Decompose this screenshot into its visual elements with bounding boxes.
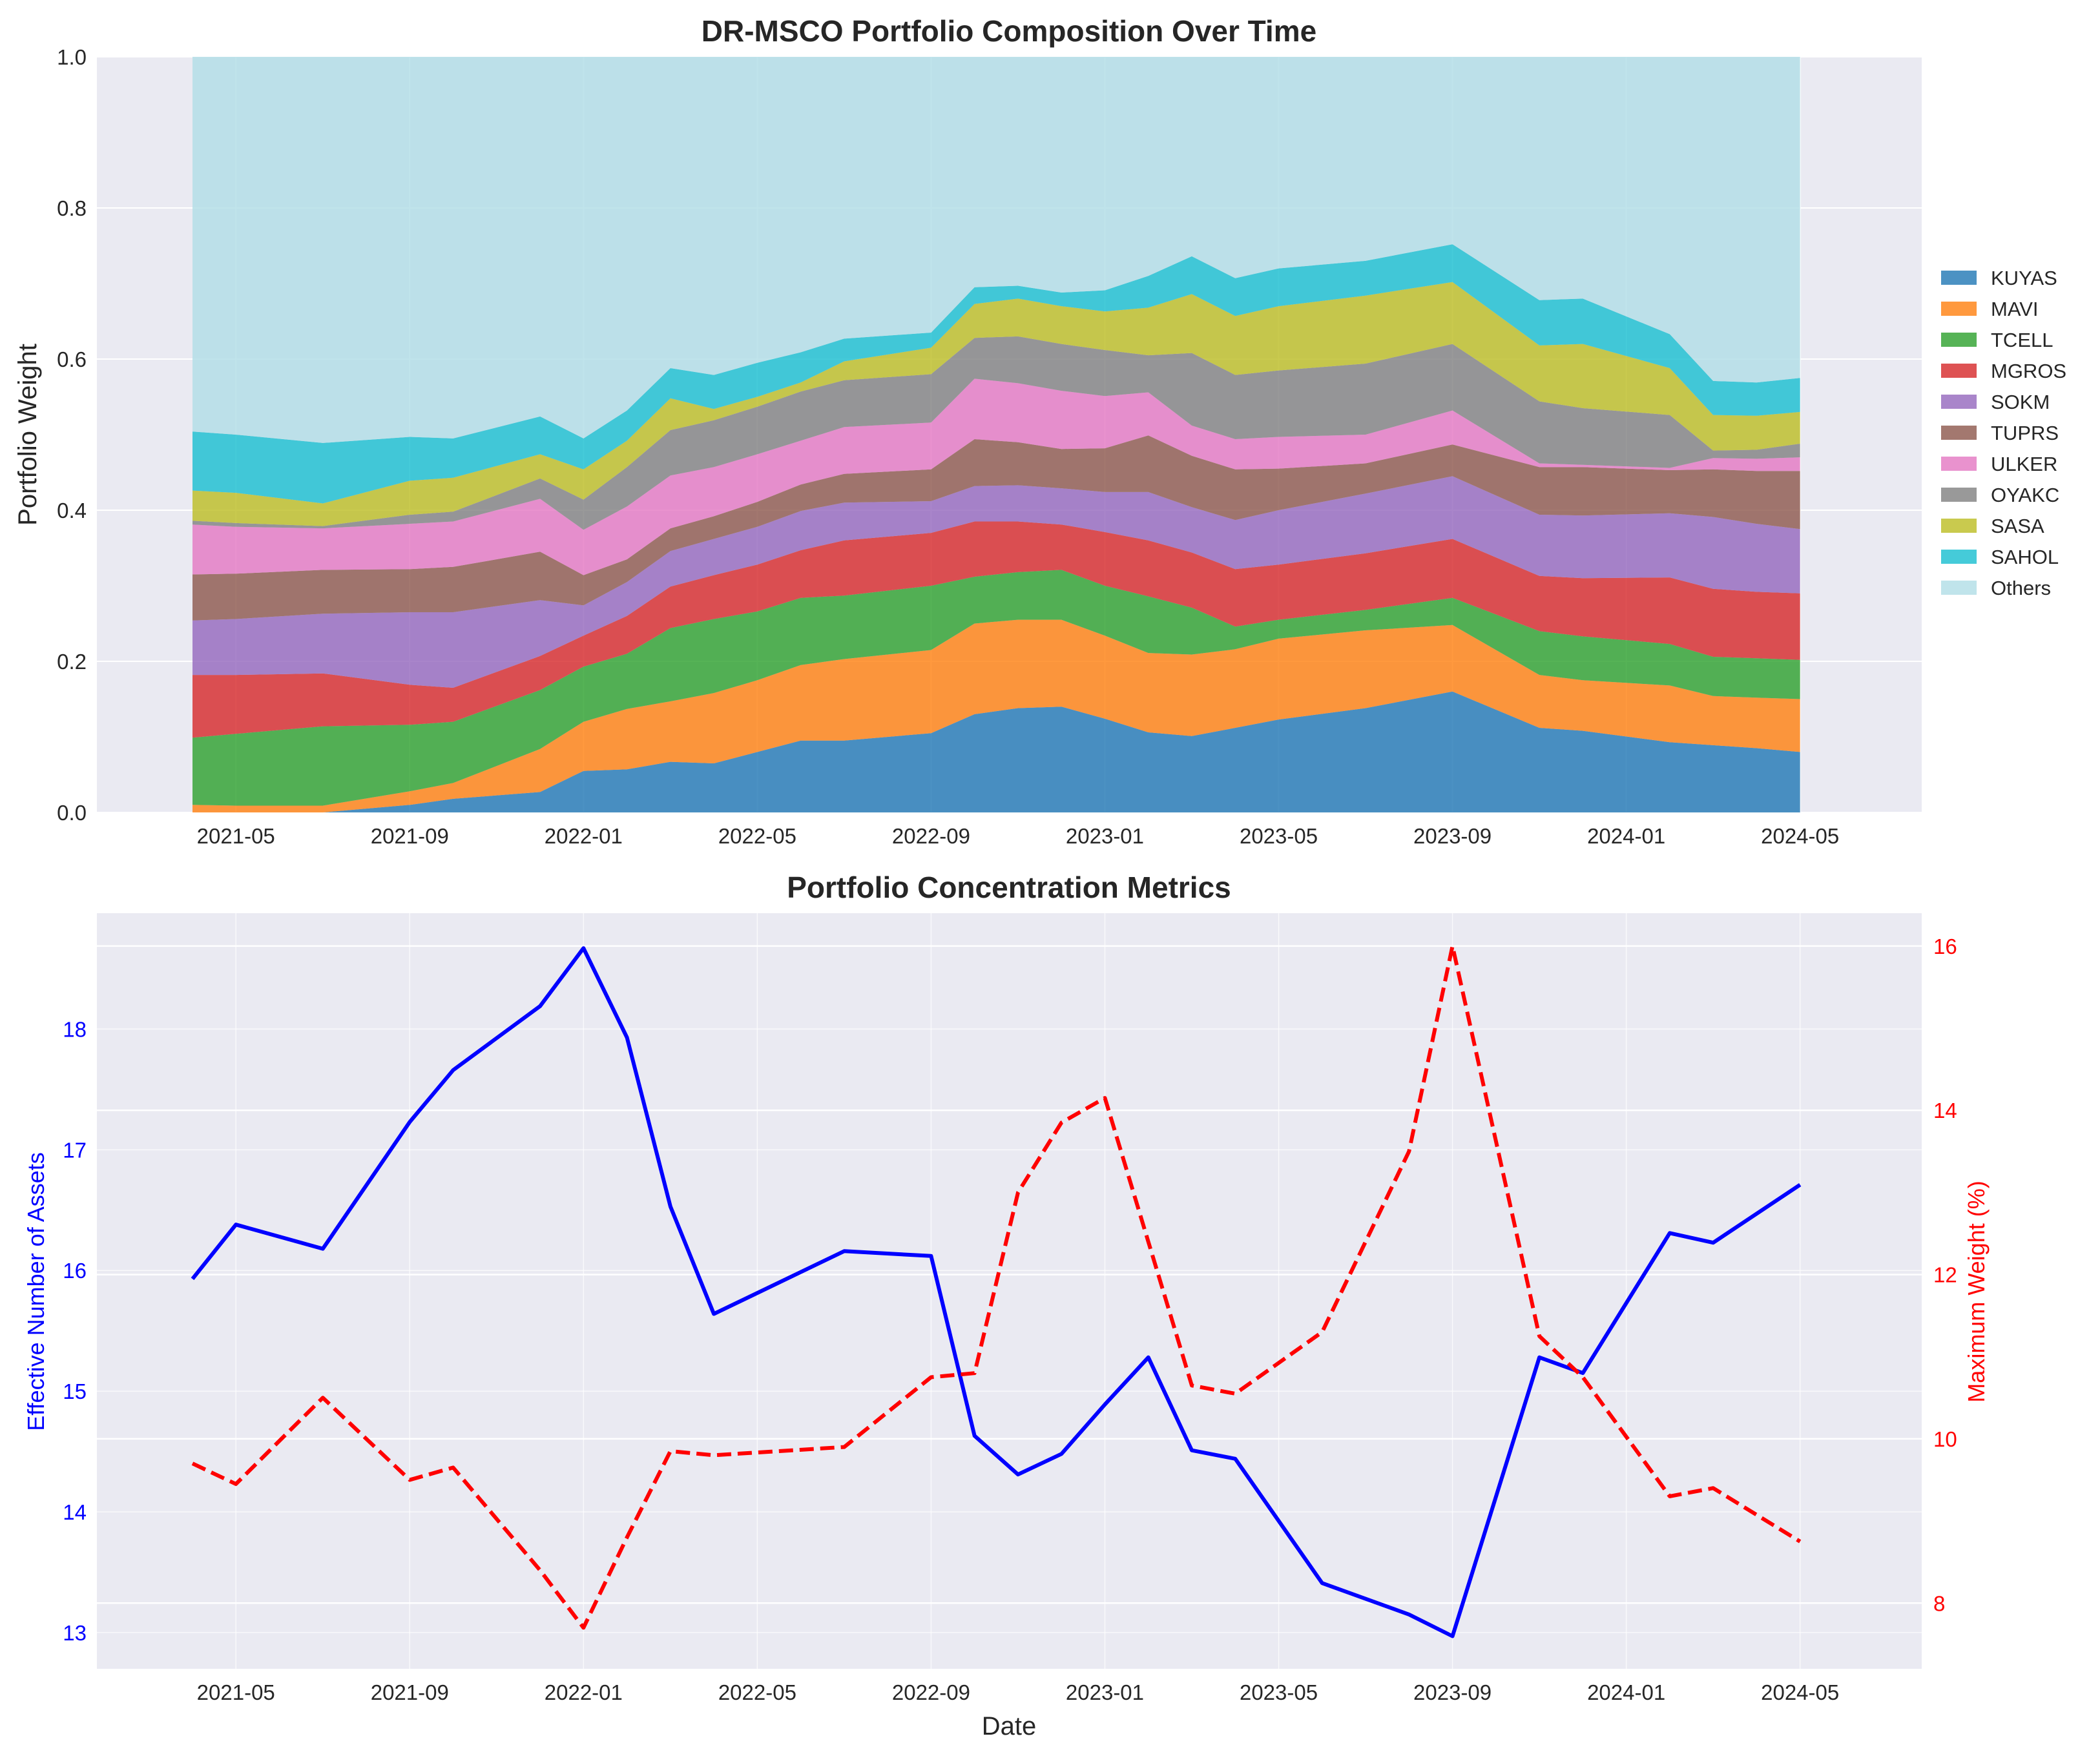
concentration-x-tick-label: 2024-01 — [1587, 1680, 1665, 1704]
composition-y-tick-label: 0.2 — [57, 650, 87, 674]
legend-swatch-ulker — [1941, 457, 1977, 471]
concentration-plot-area — [97, 913, 1922, 1669]
concentration-x-tick-label: 2023-09 — [1413, 1680, 1492, 1704]
composition-y-tick-label: 0.0 — [57, 801, 87, 825]
composition-y-tick-label: 1.0 — [57, 45, 87, 69]
composition-x-tick-label: 2023-05 — [1240, 824, 1318, 848]
maximum-weight-line — [191, 944, 1802, 1630]
legend-swatch-sasa — [1941, 519, 1977, 533]
concentration-x-tick-label: 2021-09 — [371, 1680, 449, 1704]
concentration-x-tick-label: 2023-01 — [1066, 1680, 1144, 1704]
maximum-weight-tick-label: 12 — [1933, 1263, 1957, 1287]
composition-y-axis-label: Portfolio Weight — [14, 344, 42, 526]
maximum-weight-tick-label: 16 — [1933, 934, 1957, 958]
composition-x-tick-label: 2021-05 — [197, 824, 275, 848]
legend-swatch-tcell — [1941, 333, 1977, 347]
legend-label-mgros: MGROS — [1991, 360, 2066, 382]
legend-label-tcell: TCELL — [1991, 329, 2053, 351]
legend-swatch-oyakc — [1941, 488, 1977, 502]
concentration-right-y-ticks: 8 10 12 14 16 — [1933, 934, 1957, 1615]
legend-label-kuyas: KUYAS — [1991, 267, 2057, 289]
area-sahol — [192, 244, 1800, 504]
legend-swatch-sokm — [1941, 395, 1977, 409]
maximum-weight-tick-label: 14 — [1933, 1099, 1957, 1122]
legend-label-sahol: SAHOL — [1991, 546, 2059, 568]
area-tcell — [192, 570, 1800, 806]
effective-assets-axis-label: Effective Number of Assets — [23, 1152, 49, 1431]
legend-swatch-mgros — [1941, 364, 1977, 378]
concentration-grid — [97, 913, 1922, 1669]
maximum-weight-tick-label: 10 — [1933, 1427, 1957, 1451]
legend-label-sokm: SOKM — [1991, 391, 2050, 413]
legend-swatch-sahol — [1941, 550, 1977, 564]
concentration-x-ticks: 2021-05 2021-09 2022-01 2022-05 2022-09 2023-… — [197, 1680, 1840, 1704]
effective-assets-tick-label: 14 — [63, 1500, 87, 1524]
composition-areas — [192, 57, 1800, 812]
area-oyakc — [192, 336, 1800, 530]
composition-x-tick-label: 2022-05 — [718, 824, 796, 848]
area-tuprs — [192, 435, 1800, 621]
concentration-x-axis-label: Date — [982, 1712, 1037, 1740]
concentration-x-tick-label: 2023-05 — [1240, 1680, 1318, 1704]
composition-y-tick-label: 0.6 — [57, 347, 87, 371]
concentration-x-tick-label: 2022-05 — [718, 1680, 796, 1704]
composition-x-tick-label: 2023-09 — [1413, 824, 1492, 848]
legend-swatch-others — [1941, 581, 1977, 595]
legend-label-sasa: SASA — [1991, 515, 2044, 537]
legend-label-others: Others — [1991, 577, 2051, 599]
effective-assets-tick-label: 13 — [63, 1621, 87, 1645]
composition-x-tick-label: 2022-01 — [545, 824, 623, 848]
legend-label-mavi: MAVI — [1991, 298, 2039, 320]
composition-y-tick-label: 0.4 — [57, 499, 87, 522]
composition-x-ticks: 2021-05 2021-09 2022-01 2022-05 2022-09 2023-… — [197, 824, 1840, 848]
effective-assets-tick-label: 18 — [63, 1017, 87, 1041]
legend-label-tuprs: TUPRS — [1991, 422, 2059, 444]
maximum-weight-axis-label: Maximum Weight (%) — [1963, 1181, 1990, 1402]
area-sasa — [192, 282, 1800, 526]
legend-label-oyakc: OYAKC — [1991, 484, 2059, 506]
area-kuyas — [192, 691, 1800, 812]
composition-x-tick-label: 2024-05 — [1761, 824, 1839, 848]
composition-x-tick-label: 2024-01 — [1587, 824, 1665, 848]
composition-x-tick-label: 2022-09 — [892, 824, 970, 848]
concentration-x-tick-label: 2024-05 — [1761, 1680, 1839, 1704]
concentration-title: Portfolio Concentration Metrics — [787, 871, 1231, 904]
legend-swatch-kuyas — [1941, 271, 1977, 285]
effective-assets-tick-label: 16 — [63, 1259, 87, 1283]
area-others — [192, 57, 1800, 443]
concentration-left-y-ticks: 13 14 15 16 17 18 — [63, 1017, 87, 1645]
composition-title: DR-MSCO Portfolio Composition Over Time — [702, 14, 1316, 48]
legend-swatch-mavi — [1941, 302, 1977, 316]
area-sokm — [192, 476, 1800, 688]
composition-x-tick-label: 2021-09 — [371, 824, 449, 848]
effective-assets-line — [191, 946, 1802, 1638]
effective-assets-tick-label: 17 — [63, 1138, 87, 1162]
area-ulker — [192, 378, 1800, 575]
concentration-lines — [191, 944, 1802, 1638]
concentration-x-tick-label: 2022-09 — [892, 1680, 970, 1704]
composition-y-ticks: 0.0 0.2 0.4 0.6 0.8 1.0 — [57, 45, 87, 825]
concentration-x-tick-label: 2022-01 — [545, 1680, 623, 1704]
legend-label-ulker: ULKER — [1991, 453, 2057, 475]
composition-chart: 0.0 0.2 0.4 0.6 0.8 1.0 2021-05 2021-09 2022-01… — [14, 14, 2066, 848]
composition-y-tick-label: 0.8 — [57, 196, 87, 220]
legend-swatch-tuprs — [1941, 426, 1977, 440]
concentration-x-tick-label: 2021-05 — [197, 1680, 275, 1704]
area-mgros — [192, 521, 1800, 738]
area-mavi — [192, 619, 1800, 812]
composition-x-tick-label: 2023-01 — [1066, 824, 1144, 848]
maximum-weight-tick-label: 8 — [1933, 1591, 1945, 1615]
effective-assets-tick-label: 15 — [63, 1379, 87, 1403]
composition-legend: KUYAS MAVI TCELL MGROS SOKM TUPRS ULKER OYAKC SA… — [1941, 267, 2066, 599]
